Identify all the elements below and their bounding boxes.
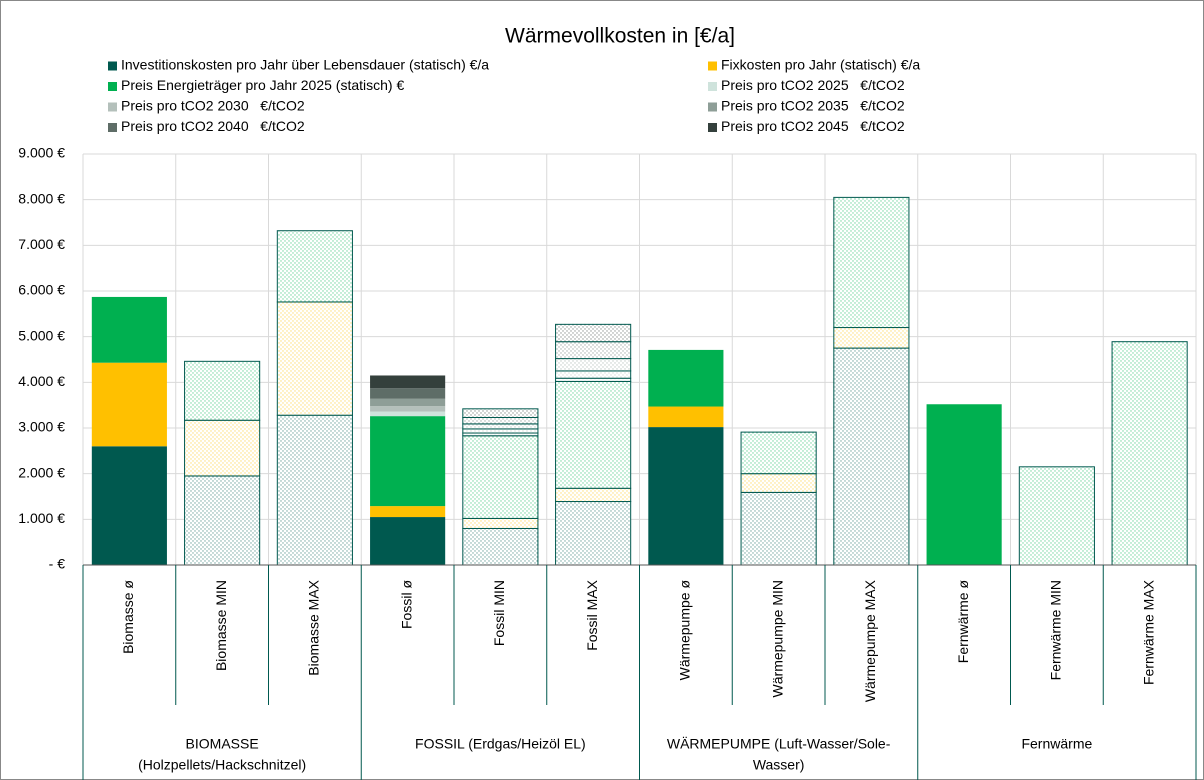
bar-segment bbox=[91, 296, 167, 363]
bar-segment bbox=[648, 406, 724, 428]
bar-segment bbox=[276, 230, 353, 303]
bar-segment bbox=[370, 517, 446, 565]
bar-segment bbox=[462, 423, 539, 430]
legend-label: Preis pro tCO2 2030 €/tCO2 bbox=[121, 98, 305, 114]
x-tick-label: Fernwärme MAX bbox=[1140, 579, 1156, 685]
bar-segment bbox=[276, 414, 353, 566]
x-tick-label: Fossil ø bbox=[398, 580, 414, 629]
bar-segment bbox=[555, 501, 632, 566]
x-tick-label: Biomasse ø bbox=[120, 580, 136, 654]
bar-segment bbox=[555, 380, 632, 489]
bar-segment bbox=[370, 411, 446, 417]
bar-segment bbox=[184, 475, 261, 566]
legend-label: Preis pro tCO2 2045 €/tCO2 bbox=[721, 118, 905, 134]
y-tick-label: 1.000 € bbox=[18, 510, 65, 526]
bar-segment bbox=[648, 427, 724, 565]
y-tick-label: 3.000 € bbox=[18, 419, 65, 435]
x-tick-label: Biomasse MAX bbox=[306, 579, 322, 675]
y-tick-label: 8.000 € bbox=[18, 190, 65, 206]
x-tick-label: Wärmepumpe MAX bbox=[862, 579, 878, 702]
legend-label: Preis pro tCO2 2025 €/tCO2 bbox=[721, 77, 905, 93]
x-tick-label: Wärmepumpe ø bbox=[677, 580, 693, 681]
bar-segment bbox=[740, 473, 817, 493]
x-tick-label: Fossil MAX bbox=[584, 579, 600, 650]
bar-segment bbox=[370, 388, 446, 399]
x-tick-label: Wärmepumpe MIN bbox=[769, 580, 785, 697]
legend-swatch bbox=[708, 61, 717, 71]
bar-segment bbox=[462, 435, 539, 519]
legend-label: Investitionskosten pro Jahr über Lebensd… bbox=[121, 57, 489, 73]
bar-segment bbox=[91, 446, 167, 565]
y-tick-label: 6.000 € bbox=[18, 282, 65, 298]
legend-swatch bbox=[708, 123, 717, 132]
y-tick-label: 4.000 € bbox=[18, 373, 65, 389]
bar-segment bbox=[1018, 466, 1095, 566]
y-tick-label: 7.000 € bbox=[18, 236, 65, 252]
bar-segment bbox=[370, 506, 446, 518]
group-label: (Holzpellets/Hackschnitzel) bbox=[138, 757, 306, 773]
bar-segment bbox=[833, 196, 910, 329]
legend-swatch bbox=[108, 61, 117, 71]
y-tick-label: 9.000 € bbox=[18, 145, 65, 161]
legend-label: Fixkosten pro Jahr (statisch) €/a bbox=[721, 57, 920, 73]
bar-segment bbox=[370, 398, 446, 407]
bar-segment bbox=[276, 301, 353, 416]
bar-segment bbox=[462, 517, 539, 529]
bar-segment bbox=[555, 358, 632, 372]
x-tick-label: Fossil MIN bbox=[491, 580, 507, 646]
legend-swatch bbox=[708, 82, 717, 91]
bar-segment bbox=[555, 341, 632, 360]
bar-segment bbox=[370, 406, 446, 412]
group-label: Wasser) bbox=[753, 757, 805, 773]
bar-segment bbox=[648, 349, 724, 407]
bar-segment bbox=[184, 360, 261, 421]
x-tick-label: Fernwärme ø bbox=[955, 580, 971, 664]
bar-segment bbox=[926, 404, 1002, 565]
x-tick-label: Fernwärme MIN bbox=[1048, 580, 1064, 680]
bar-segment bbox=[555, 323, 632, 343]
group-label: WÄRMEPUMPE (Luft-Wasser/Sole- bbox=[667, 736, 891, 752]
bar-segment bbox=[370, 375, 446, 389]
bar-segment bbox=[1111, 341, 1188, 566]
bar-segment bbox=[370, 416, 446, 507]
bar-segment bbox=[833, 347, 910, 566]
legend-label: Preis pro tCO2 2040 €/tCO2 bbox=[121, 118, 305, 134]
bar-segment bbox=[740, 491, 817, 566]
legend-swatch bbox=[108, 123, 117, 132]
chart-title: Wärmevollkosten in [€/a] bbox=[505, 25, 735, 48]
bar-segment bbox=[555, 370, 632, 379]
y-tick-label: - € bbox=[49, 556, 66, 572]
y-tick-label: 2.000 € bbox=[18, 464, 65, 480]
y-tick-label: 5.000 € bbox=[18, 327, 65, 343]
legend-swatch bbox=[108, 82, 117, 91]
bar-segment bbox=[462, 428, 539, 434]
bar-segment bbox=[555, 487, 632, 503]
group-label: Fernwärme bbox=[1021, 736, 1092, 752]
bar-segment bbox=[740, 431, 817, 475]
group-label: FOSSIL (Erdgas/Heizöl EL) bbox=[415, 736, 586, 752]
bar-segment bbox=[462, 416, 539, 425]
group-label: BIOMASSE bbox=[186, 736, 259, 752]
legend-label: Preis Energieträger pro Jahr 2025 (stati… bbox=[121, 77, 404, 93]
bar-segment bbox=[462, 408, 539, 418]
bar-segment bbox=[184, 419, 261, 477]
x-tick-label: Biomasse MIN bbox=[213, 580, 229, 671]
legend-label: Preis pro tCO2 2035 €/tCO2 bbox=[721, 98, 905, 114]
bar-segment bbox=[91, 362, 167, 447]
bar-segment bbox=[462, 527, 539, 566]
legend-swatch bbox=[108, 102, 117, 112]
legend-swatch bbox=[708, 102, 717, 112]
bar-segment bbox=[833, 327, 910, 349]
